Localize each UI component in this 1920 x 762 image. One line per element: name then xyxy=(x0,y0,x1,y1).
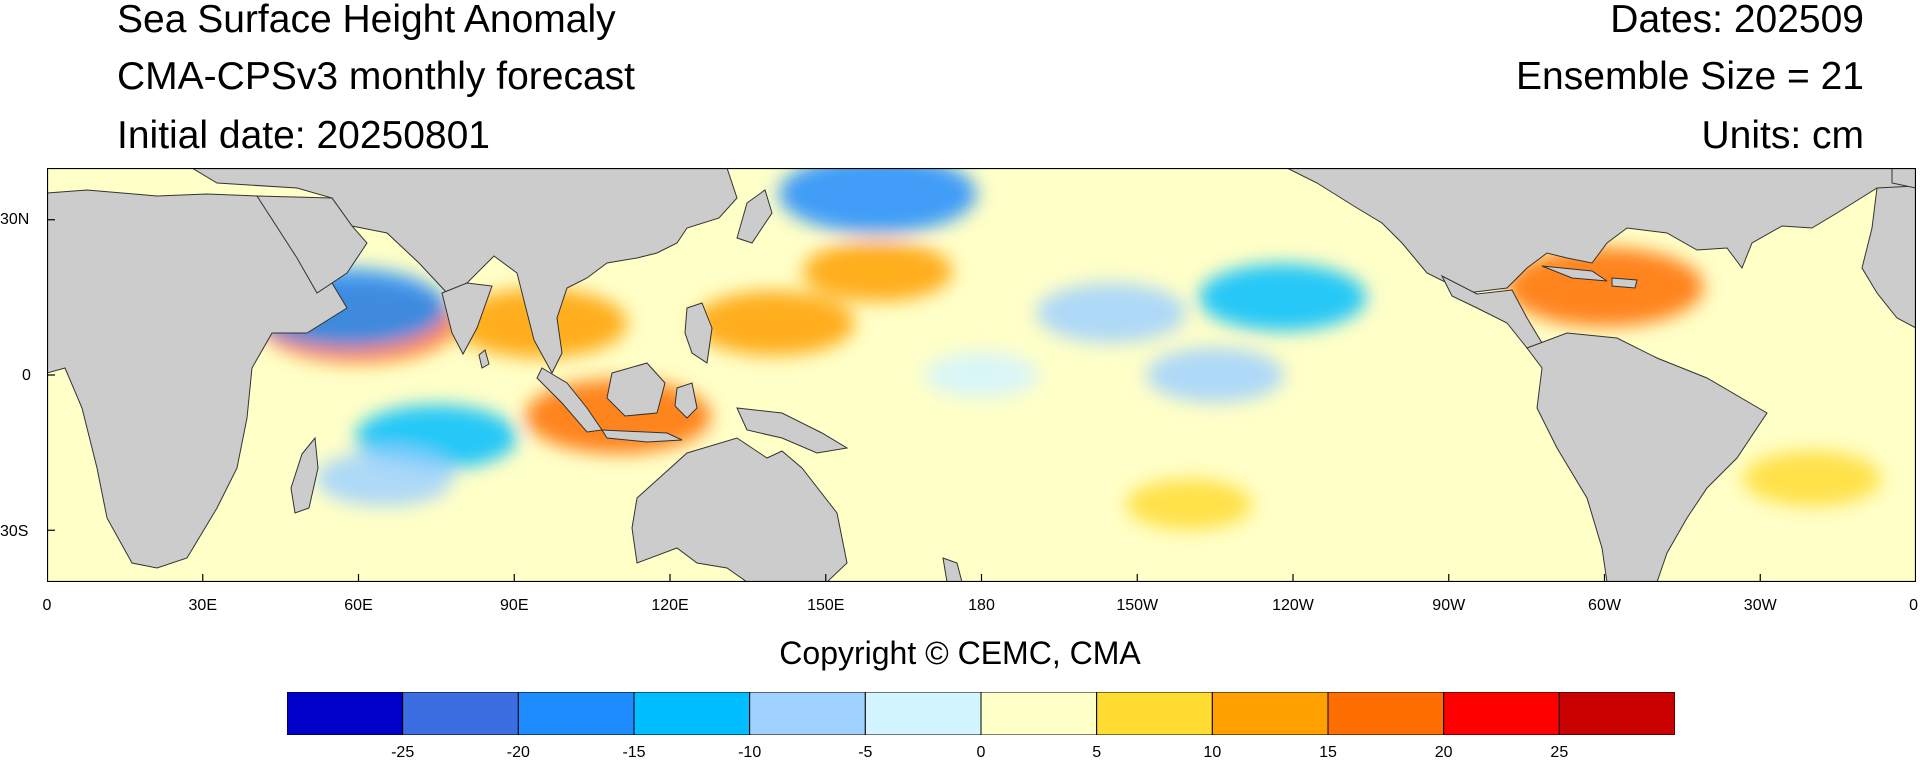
map-panel xyxy=(47,168,1916,582)
colorbar-label: -15 xyxy=(622,744,646,761)
land-sumatra xyxy=(536,367,603,433)
land-sulawesi xyxy=(674,382,698,419)
colorbar-label: 20 xyxy=(1434,744,1453,761)
model-name: CMA-CPSv3 monthly forecast xyxy=(117,55,635,98)
colorbar-swatch xyxy=(1211,692,1329,735)
colorbar-swatch xyxy=(1096,692,1213,735)
copyright-text: Copyright © CEMC, CMA xyxy=(779,635,1141,671)
land-newguinea xyxy=(736,407,849,454)
lon-label: 150W xyxy=(1116,597,1159,614)
anomaly-blob xyxy=(1036,282,1187,343)
land-java xyxy=(601,429,683,443)
lon-label: 90E xyxy=(500,597,529,614)
lon-label: 180 xyxy=(968,597,995,614)
anomaly-blob xyxy=(778,168,977,234)
ssh-anomaly-map xyxy=(47,168,1916,582)
lon-label: 30W xyxy=(1743,597,1777,614)
lon-label: 120W xyxy=(1272,597,1314,614)
units-label: Units: cm xyxy=(1701,114,1864,157)
colorbar-swatch xyxy=(402,692,519,735)
colorbar-swatch xyxy=(1443,692,1560,735)
land-cuba xyxy=(1541,265,1608,282)
lat-label-30s: 30S xyxy=(0,523,29,540)
colorbar-label: -25 xyxy=(391,744,415,761)
land-north-america xyxy=(1286,168,1916,294)
colorbar-swatch xyxy=(980,692,1098,735)
land-europe-africa-east xyxy=(1861,185,1916,329)
land-india xyxy=(441,282,493,356)
anomaly-blob xyxy=(315,450,454,507)
land-africa xyxy=(47,189,348,569)
anomaly-blob xyxy=(1126,479,1253,530)
lon-label: 60E xyxy=(344,597,373,614)
colorbar-label: -5 xyxy=(858,744,873,761)
anomaly-blob xyxy=(802,241,953,302)
colorbar xyxy=(287,692,1675,735)
land-japan xyxy=(736,189,773,244)
colorbar-label: 25 xyxy=(1550,744,1569,761)
land-hispaniola xyxy=(1611,277,1638,289)
anomaly-blob xyxy=(1198,263,1367,331)
land-philippines xyxy=(684,302,713,364)
land-srilanka xyxy=(478,349,490,369)
land-borneo xyxy=(606,362,666,417)
colorbar-label: 5 xyxy=(1092,744,1102,761)
colorbar-label: 15 xyxy=(1319,744,1337,761)
lon-label: 0 xyxy=(1909,597,1918,614)
lon-label: 0 xyxy=(42,597,52,614)
colorbar-label: 10 xyxy=(1203,744,1222,761)
colorbar-swatch xyxy=(1558,692,1675,735)
anomaly-blob xyxy=(924,352,1039,398)
land-madagascar xyxy=(290,436,319,514)
colorbar-swatch xyxy=(517,692,635,735)
anomaly-blob xyxy=(1743,450,1882,507)
ensemble-size: Ensemble Size = 21 xyxy=(1516,55,1864,98)
lon-label: 60W xyxy=(1588,597,1621,614)
initial-date: Initial date: 20250801 xyxy=(117,114,490,157)
land-newzealand xyxy=(942,557,963,582)
land-arabia xyxy=(256,195,368,294)
colorbar-swatch xyxy=(287,692,404,735)
anomaly-blob xyxy=(1146,347,1285,403)
colorbar-label: -20 xyxy=(506,744,530,761)
lon-label: 30E xyxy=(188,597,217,614)
land-iberia-corner xyxy=(1891,168,1916,189)
forecast-dates: Dates: 202509 xyxy=(1610,0,1864,41)
land-south-america xyxy=(1526,332,1768,582)
land-masses xyxy=(47,168,1916,582)
chart-title: Sea Surface Height Anomaly xyxy=(117,0,616,41)
lat-label-30n: 30N xyxy=(0,211,30,228)
colorbar-label: 0 xyxy=(976,744,986,761)
colorbar-label: -10 xyxy=(738,744,762,761)
lat-label-0: 0 xyxy=(22,367,31,384)
colorbar-swatch xyxy=(633,692,751,735)
anomaly-blob xyxy=(692,290,855,356)
axis-ticks xyxy=(47,219,1916,582)
lon-label: 120E xyxy=(651,597,689,614)
colorbar-swatch xyxy=(1327,692,1445,735)
colorbar-swatch xyxy=(749,692,866,735)
land-australia xyxy=(631,437,848,582)
lon-label: 150E xyxy=(807,597,845,614)
land-asia xyxy=(191,168,738,375)
colorbar-swatch xyxy=(864,692,982,735)
lon-label: 90W xyxy=(1432,597,1466,614)
